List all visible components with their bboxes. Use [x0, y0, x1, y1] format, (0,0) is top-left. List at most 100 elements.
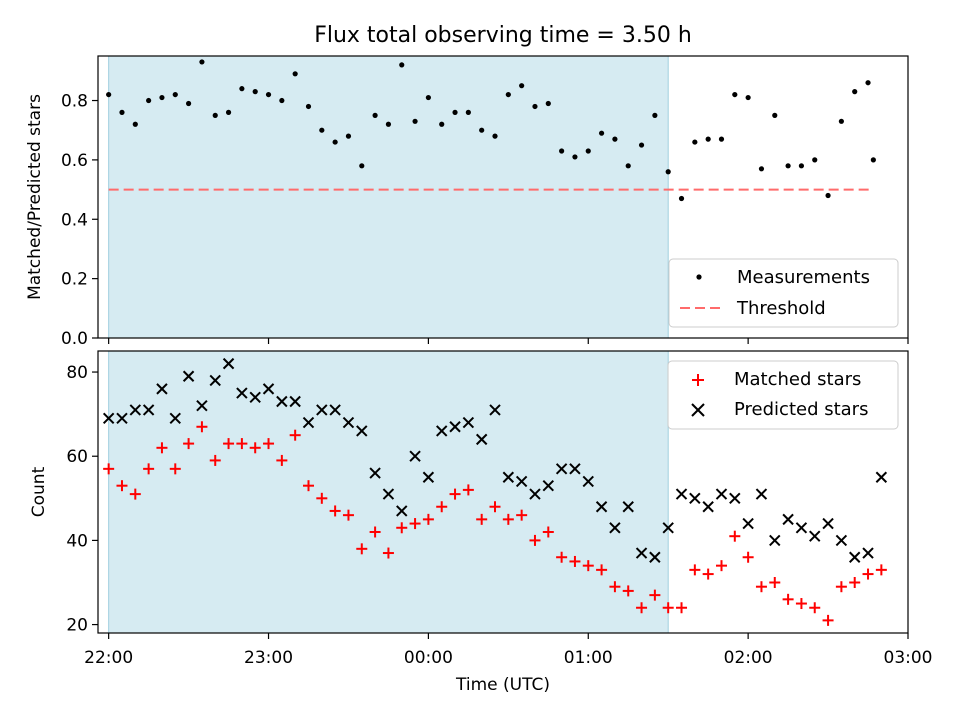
- measurement-point: [399, 62, 405, 68]
- predicted-star-marker: [142, 404, 155, 416]
- top-x-ticks: [108, 338, 909, 344]
- predicted-star-marker: [382, 488, 395, 500]
- measurement-point: [612, 136, 618, 142]
- measurement-point: [585, 148, 591, 154]
- measurement-point: [758, 166, 765, 172]
- matched-star-marker: [849, 576, 861, 588]
- legend-threshold-label: Threshold: [736, 298, 826, 319]
- matched-star-marker: [342, 509, 354, 521]
- predicted-star-marker: [795, 522, 808, 534]
- predicted-star-marker: [129, 404, 142, 416]
- matched-star-marker: [609, 581, 621, 593]
- x-tick-label: 23:00: [244, 648, 293, 668]
- measurement-point: [545, 100, 551, 107]
- measurement-point: [732, 91, 738, 98]
- chart-title: Flux total observing time = 3.50 h: [314, 23, 692, 48]
- predicted-star-marker: [436, 425, 448, 437]
- measurement-point: [678, 195, 685, 202]
- measurement-point: [345, 133, 352, 139]
- measurement-point: [319, 127, 325, 133]
- predicted-star-marker: [822, 517, 834, 530]
- measurement-point: [598, 130, 605, 136]
- predicted-star-marker: [862, 547, 874, 559]
- predicted-star-marker: [569, 463, 581, 475]
- matched-star-marker: [582, 560, 594, 572]
- measurement-point: [252, 89, 258, 95]
- matched-star-marker: [809, 602, 821, 614]
- predicted-star-marker: [582, 475, 594, 488]
- predicted-star-marker: [249, 391, 261, 404]
- top-shaded-span: [108, 55, 669, 339]
- matched-star-marker: [569, 555, 581, 567]
- matched-star-marker: [449, 488, 461, 500]
- predicted-star-marker: [729, 492, 741, 505]
- matched-star-marker: [795, 598, 807, 610]
- x-tick-label: 03:00: [884, 648, 933, 668]
- matched-star-marker: [302, 480, 314, 492]
- measurement-point: [412, 118, 418, 124]
- x-tick-label: 01:00: [564, 648, 613, 668]
- predicted-star-marker: [689, 492, 701, 505]
- matched-star-marker: [156, 442, 168, 454]
- measurement-point: [772, 112, 778, 118]
- predicted-star-marker: [662, 522, 674, 534]
- y-tick-label: 0.4: [61, 210, 88, 230]
- y-tick-label: 0.6: [61, 151, 88, 171]
- matched-star-marker: [636, 602, 648, 614]
- legend-measurements-label: Measurements: [737, 267, 870, 288]
- matched-star-marker: [516, 509, 528, 521]
- measurement-point: [812, 157, 818, 163]
- measurement-point: [292, 71, 298, 77]
- matched-star-marker: [116, 480, 128, 492]
- matched-star-marker: [596, 564, 608, 576]
- measurement-point: [265, 91, 272, 98]
- measurement-point: [305, 103, 312, 110]
- matched-star-marker: [529, 534, 541, 546]
- matched-star-marker: [263, 438, 275, 450]
- measurement-point: [185, 100, 192, 107]
- predicted-star-marker: [156, 383, 168, 395]
- top-legend-box: [668, 258, 899, 328]
- matched-star-marker: [196, 421, 208, 433]
- matched-star-marker: [649, 589, 661, 601]
- predicted-star-marker: [875, 471, 888, 483]
- bottom-legend: Matched stars Predicted stars: [667, 360, 899, 430]
- predicted-star-marker: [449, 421, 461, 433]
- predicted-star-marker: [835, 534, 848, 547]
- matched-star-marker: [755, 581, 767, 593]
- matched-star-marker: [502, 513, 514, 525]
- predicted-star-marker: [262, 383, 275, 395]
- measurement-point: [825, 192, 831, 199]
- matched-star-marker: [369, 526, 381, 538]
- matched-star-marker: [729, 530, 741, 542]
- y-tick-label: 0.0: [61, 329, 88, 349]
- measurement-point: [492, 133, 498, 139]
- predicted-star-marker: [555, 463, 568, 475]
- matched-star-marker: [436, 501, 448, 513]
- matched-star-marker: [702, 568, 714, 580]
- measurement-point: [159, 94, 165, 101]
- predicted-star-marker: [276, 395, 288, 408]
- top-legend: Measurements Threshold: [668, 258, 899, 328]
- predicted-star-marker: [742, 517, 754, 530]
- x-tick-label: 02:00: [724, 648, 773, 668]
- matched-star-marker: [769, 576, 781, 588]
- matched-star-marker: [183, 438, 195, 450]
- measurement-point: [692, 139, 698, 145]
- matched-star-marker: [209, 454, 221, 466]
- matched-star-marker: [862, 568, 874, 580]
- predicted-star-marker: [102, 412, 115, 425]
- measurement-point: [665, 169, 671, 175]
- matched-star-marker: [103, 463, 115, 475]
- predicted-star-marker: [809, 530, 821, 542]
- predicted-star-marker: [529, 488, 541, 500]
- measurement-point: [372, 112, 378, 118]
- bottom-shaded-span: [108, 350, 669, 634]
- predicted-star-marker: [236, 387, 248, 399]
- bottom-x-ticks: 22:00 23:00 00:00 01:00 02:00 03:00: [84, 633, 933, 668]
- legend-measurements-marker: [696, 274, 702, 280]
- measurement-points: [106, 59, 876, 202]
- top-panel: 0.0 0.2 0.4 0.6 0.8 Flux total observing tim…: [25, 23, 909, 349]
